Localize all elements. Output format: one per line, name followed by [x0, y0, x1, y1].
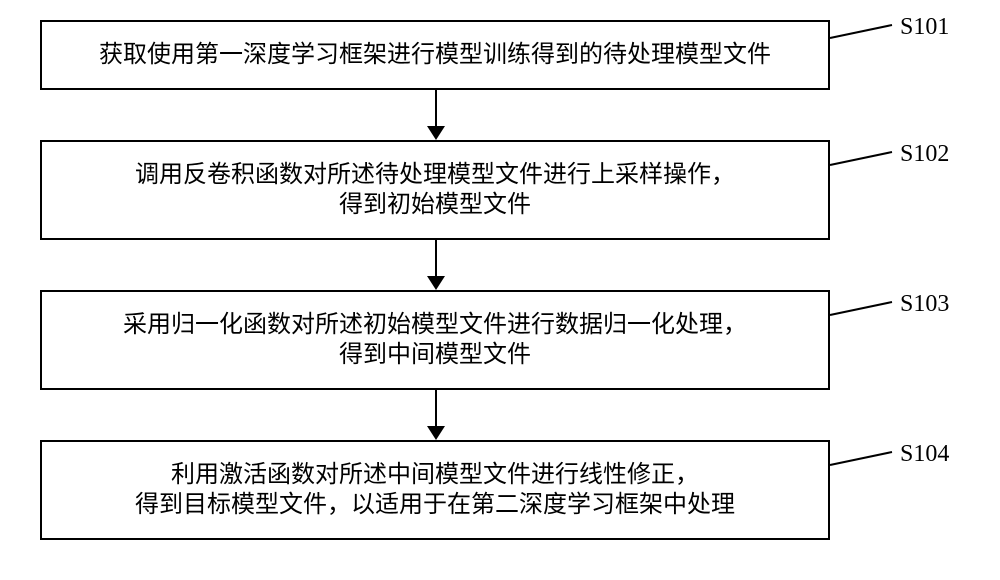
arrow-head-icon: [427, 126, 445, 140]
arrow-head-icon: [427, 426, 445, 440]
step-label-s103: S103: [900, 291, 949, 318]
flow-step-s102: 调用反卷积函数对所述待处理模型文件进行上采样操作， 得到初始模型文件: [40, 140, 830, 240]
arrow-line: [435, 240, 437, 276]
step-label-s102: S102: [900, 141, 949, 168]
flow-step-s103: 采用归一化函数对所述初始模型文件进行数据归一化处理， 得到中间模型文件: [40, 290, 830, 390]
flow-step-text: 得到初始模型文件: [339, 190, 531, 220]
step-label-s104: S104: [900, 441, 949, 468]
arrow-line: [435, 390, 437, 426]
flow-step-text: 采用归一化函数对所述初始模型文件进行数据归一化处理，: [123, 310, 747, 340]
flow-step-s101: 获取使用第一深度学习框架进行模型训练得到的待处理模型文件: [40, 20, 830, 90]
flow-step-text: 调用反卷积函数对所述待处理模型文件进行上采样操作，: [135, 160, 735, 190]
flow-step-text: 得到目标模型文件，以适用于在第二深度学习框架中处理: [135, 490, 735, 520]
flow-step-text: 利用激活函数对所述中间模型文件进行线性修正，: [171, 460, 699, 490]
step-label-s101: S101: [900, 14, 949, 41]
flow-step-text: 获取使用第一深度学习框架进行模型训练得到的待处理模型文件: [99, 40, 771, 70]
arrow-head-icon: [427, 276, 445, 290]
flowchart-canvas: { "flowchart": { "type": "flowchart", "c…: [0, 0, 1000, 580]
flow-step-s104: 利用激活函数对所述中间模型文件进行线性修正， 得到目标模型文件，以适用于在第二深…: [40, 440, 830, 540]
flow-step-text: 得到中间模型文件: [339, 340, 531, 370]
arrow-line: [435, 90, 437, 126]
